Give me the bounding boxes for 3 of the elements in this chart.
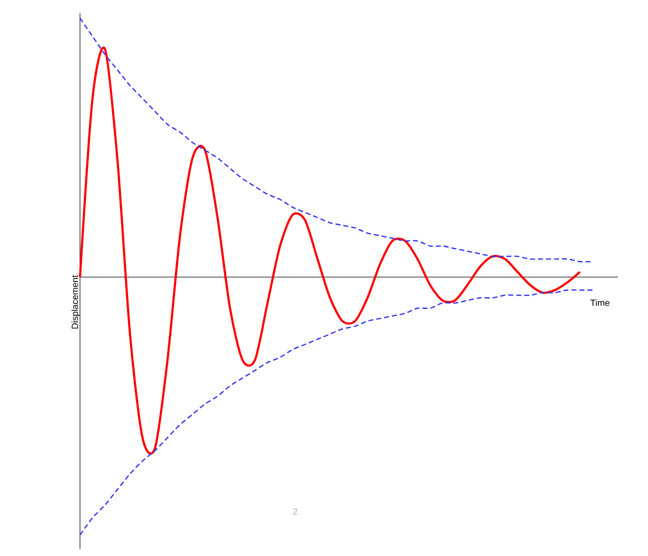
annotation: 2 [293, 508, 298, 515]
x-axis-title: Time [590, 299, 610, 306]
y-axis-title: Displacement [71, 275, 80, 329]
